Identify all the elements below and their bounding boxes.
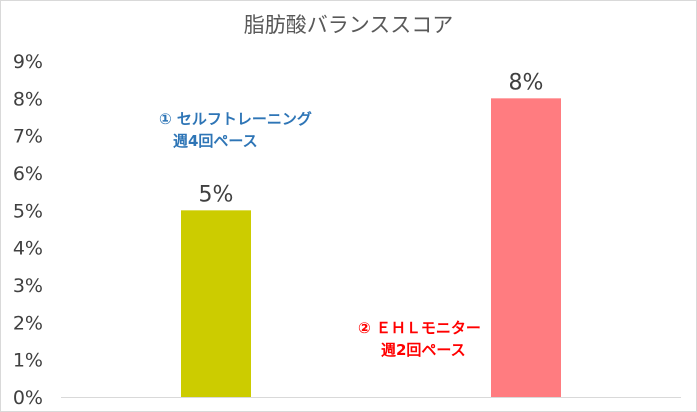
y-tick-label: 6% (13, 163, 43, 185)
annotation-self-training: ① セルフトレーニング 週4回ペース (159, 108, 312, 152)
y-tick-label: 7% (13, 126, 43, 148)
y-tick-label: 1% (13, 350, 43, 372)
annotation-self-training-line2: 週4回ペース (173, 132, 258, 150)
annotation-ehl-monitor-line2: 週2回ペース (381, 341, 466, 359)
data-label: 5% (199, 182, 234, 207)
y-tick-label: 0% (13, 387, 43, 409)
y-tick-label: 5% (13, 200, 43, 222)
y-tick-label: 4% (13, 238, 43, 260)
y-tick-label: 2% (13, 312, 43, 334)
bar (491, 98, 561, 397)
bar (181, 210, 251, 397)
annotation-self-training-line1: ① セルフトレーニング (159, 110, 312, 128)
y-tick-label: 3% (13, 275, 43, 297)
annotation-ehl-monitor-line1: ② ＥＨＬモニター (358, 319, 481, 337)
annotation-ehl-monitor: ② ＥＨＬモニター 週2回ペース (358, 317, 481, 361)
y-tick-label: 9% (13, 51, 43, 73)
y-tick-label: 8% (13, 88, 43, 110)
data-label: 8% (509, 70, 544, 95)
chart-title: 脂肪酸バランススコア (243, 13, 454, 37)
